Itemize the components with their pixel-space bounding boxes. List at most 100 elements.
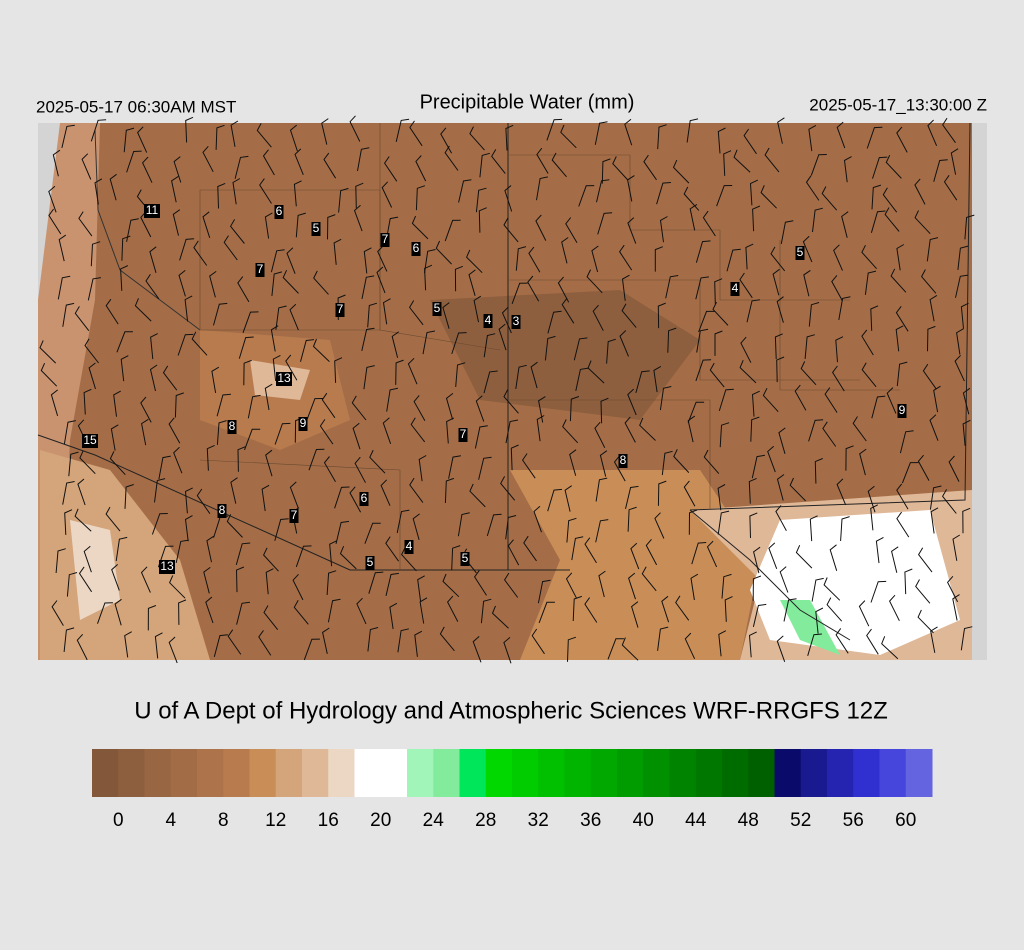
wind-barb [274, 518, 289, 541]
station-box [897, 404, 907, 418]
station-box [618, 454, 628, 468]
wind-barb [929, 485, 942, 510]
station-box [404, 540, 414, 554]
wind-barb [528, 246, 541, 273]
station-box [289, 509, 299, 523]
wind-barb [954, 354, 965, 382]
wind-barb [777, 117, 785, 144]
wind-barb [147, 605, 157, 631]
wind-barb [202, 211, 211, 238]
wind-barb [702, 210, 716, 237]
wind-barb [533, 505, 542, 533]
wind-barb [500, 476, 516, 501]
wind-barb [88, 362, 96, 390]
wind-barb [78, 566, 93, 593]
wind-barb [237, 276, 250, 303]
wind-barb [480, 598, 492, 624]
colorbar-tick-label: 32 [528, 810, 549, 831]
wind-barb [177, 333, 194, 356]
colorbar-swatch [748, 749, 775, 797]
wind-barb [486, 513, 502, 537]
colorbar-swatch [249, 749, 277, 797]
wind-barb [696, 328, 709, 353]
wind-barb [810, 154, 827, 176]
wind-barb [591, 245, 599, 273]
wind-barb [57, 275, 71, 300]
wind-barb [661, 595, 670, 623]
wind-barb [639, 417, 656, 441]
wind-barb [446, 595, 459, 622]
wind-barb [361, 327, 375, 352]
wind-barb [748, 477, 757, 504]
wind-barb [870, 580, 887, 603]
wind-barb [475, 187, 487, 213]
wind-barb [560, 124, 577, 149]
wind-barb [483, 333, 496, 358]
wind-barb [871, 184, 882, 210]
station-value: 5 [797, 245, 804, 259]
wind-barb [745, 243, 754, 270]
station-value: 7 [460, 427, 467, 441]
station-value: 4 [732, 281, 739, 295]
wind-barb [174, 392, 184, 418]
wind-barb [703, 449, 720, 474]
wind-barb [686, 118, 699, 143]
wind-barb [227, 629, 242, 655]
wind-barb [466, 249, 483, 274]
wind-barb [587, 360, 605, 384]
colorbar-tick-label: 28 [475, 810, 496, 831]
wind-barb [376, 266, 386, 294]
colorbar-swatch [564, 749, 592, 797]
wind-barb [415, 155, 427, 182]
wind-barb [409, 477, 424, 503]
wind-barb [808, 302, 820, 327]
wind-barb [601, 158, 611, 184]
wind-barb [613, 455, 626, 482]
wind-barb [64, 509, 73, 535]
wind-barb [933, 159, 948, 182]
wind-barb [381, 181, 393, 208]
wind-barb [538, 396, 546, 423]
wind-barb [120, 265, 129, 291]
station-box [795, 246, 805, 260]
wind-barb [926, 237, 939, 262]
wind-barb [624, 416, 636, 443]
wind-barb [592, 304, 604, 331]
wind-barb [357, 147, 370, 172]
wind-barb [380, 479, 391, 506]
wind-barb [442, 302, 450, 329]
wind-barb [66, 572, 78, 597]
colorbar-swatch [853, 749, 880, 797]
wind-barb [149, 246, 157, 273]
wind-barb [168, 636, 178, 664]
wind-barb [672, 159, 690, 184]
wind-barb [415, 185, 426, 211]
wind-barb [654, 512, 665, 539]
wind-barb [962, 507, 971, 534]
wind-barb [751, 390, 760, 417]
wind-barb [840, 516, 850, 542]
colorbar-swatch [407, 749, 434, 797]
wind-barb [717, 510, 730, 535]
station-box [483, 314, 493, 328]
station-value: 13 [277, 371, 291, 385]
wind-barb [920, 269, 937, 294]
station-value: 4 [485, 313, 492, 327]
wind-barb [675, 595, 690, 621]
wind-barb [109, 451, 126, 476]
wind-barb [962, 387, 971, 415]
wind-barb [627, 175, 635, 202]
wind-barb [683, 480, 696, 507]
wind-barb [295, 212, 306, 238]
wind-barb [566, 517, 577, 543]
wind-barb [355, 182, 364, 209]
wind-barb [706, 540, 718, 568]
colorbar-tick-label: 48 [738, 810, 759, 831]
wind-barb [454, 265, 463, 292]
wind-barb [412, 513, 420, 541]
wind-barb [475, 395, 485, 422]
station-box [311, 222, 321, 236]
wind-barb [503, 389, 519, 414]
wind-barb [714, 278, 723, 304]
wind-barb [368, 571, 384, 594]
